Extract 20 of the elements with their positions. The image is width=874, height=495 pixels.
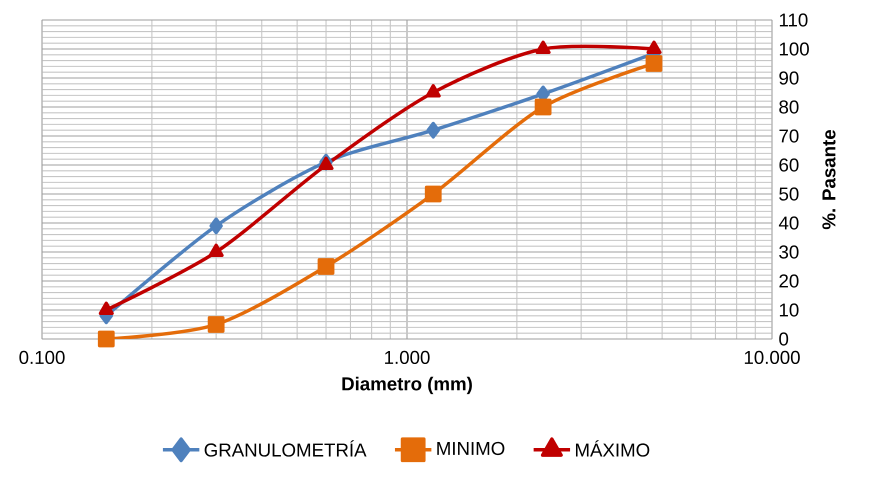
x-tick-label: 10.000 (744, 350, 800, 364)
x-axis-title: Diametro (mm) (342, 376, 472, 394)
y-tick-label: 90 (779, 71, 799, 85)
y-tick-label: 0 (779, 332, 788, 346)
y-tick-label: 60 (779, 158, 799, 172)
y-tick-label: 20 (779, 274, 799, 288)
legend-label: MÁXIMO (576, 440, 650, 457)
y-tick-label: 80 (779, 100, 799, 114)
y-tick-label: 110 (780, 13, 808, 27)
y-tick-label: 50 (779, 187, 799, 201)
y-tick-label: 40 (778, 216, 799, 230)
y-tick-label: 30 (779, 245, 799, 259)
legend-label: GRANULOMETRÍA (204, 440, 367, 457)
y-tick-label: 70 (779, 129, 799, 143)
y-axis-title: %. Pasante (822, 130, 836, 230)
y-tick-label: 10 (780, 303, 799, 317)
x-tick-label: 1.000 (385, 350, 430, 364)
x-tick-label: 0.100 (19, 350, 65, 364)
y-tick-label: 100 (780, 42, 809, 56)
legend-label: MINIMO (437, 442, 504, 456)
